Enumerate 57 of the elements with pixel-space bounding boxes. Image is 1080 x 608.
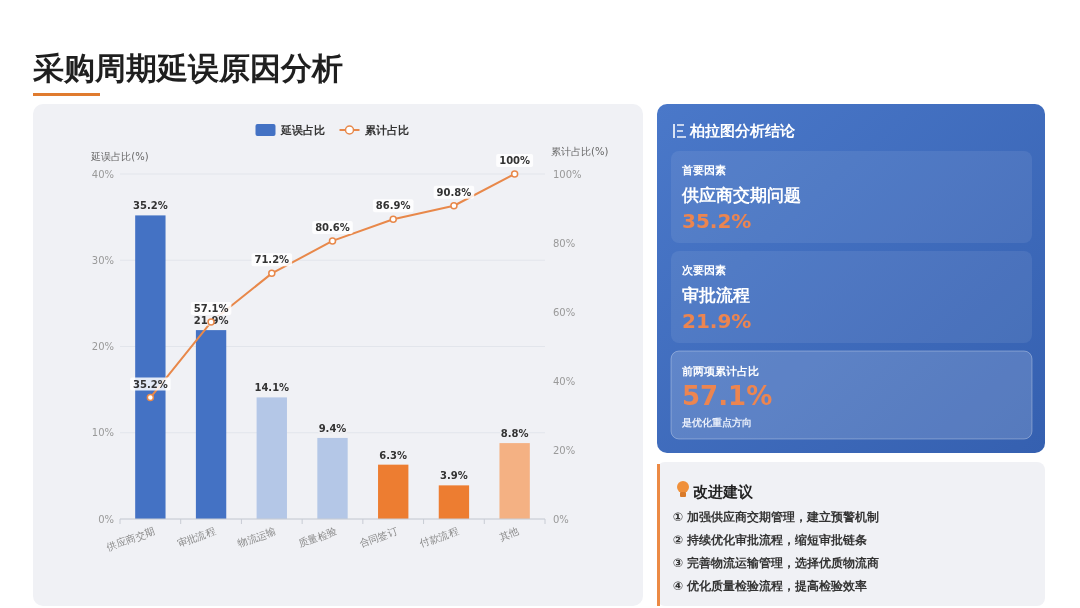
y-tick-label: 0% xyxy=(98,513,114,525)
y2-tick-label: 40% xyxy=(553,375,576,387)
bar xyxy=(195,330,227,519)
y2-axis-title: 累计占比(%) xyxy=(551,146,609,157)
x-tick-label: 供应商交期 xyxy=(105,525,157,553)
x-tick-label: 付款流程 xyxy=(418,525,460,550)
bar xyxy=(135,215,166,519)
text: 供应商交期问题 xyxy=(681,185,801,205)
y-axis-title: 延误占比(%) xyxy=(90,151,149,162)
y2-tick-label: 100% xyxy=(553,168,582,180)
point xyxy=(328,237,337,245)
text: 次要因素 xyxy=(682,264,726,277)
y-tick-label: 20% xyxy=(91,341,114,352)
y-tick-label: 30% xyxy=(91,254,114,266)
chart-title: 采购周期延误原因分析 xyxy=(32,50,343,86)
x-tick-label: 物流运输 xyxy=(236,525,278,550)
text: ② 持续优化审批流程，缩短审批链条 xyxy=(673,533,868,547)
y2-tick-label: 20% xyxy=(553,444,576,456)
text: 改进建议 xyxy=(693,483,754,501)
point xyxy=(389,215,397,223)
legend-label: 累计占比 xyxy=(363,123,409,137)
point xyxy=(146,393,155,402)
bar xyxy=(378,464,409,519)
y-tick-label: 40% xyxy=(91,168,114,180)
text: ④ 优化质量检验流程，提高检验效率 xyxy=(673,579,868,593)
text: 35.2% xyxy=(682,209,752,233)
data-label: 8.8% xyxy=(500,428,529,440)
data-label: 6.3% xyxy=(379,449,408,461)
text: 57.1% xyxy=(682,381,773,411)
y2-tick-label: 60% xyxy=(553,306,576,318)
bar xyxy=(499,443,530,519)
text: ③ 完善物流运输管理，选择优质物流商 xyxy=(673,556,880,570)
data-label: 35.2% xyxy=(133,200,168,212)
y2-tick-label: 80% xyxy=(553,237,576,249)
data-label: 14.1% xyxy=(254,382,290,394)
text: ① 加强供应商交期管理，建立预警机制 xyxy=(673,510,880,524)
x-tick-label: 审批流程 xyxy=(175,525,217,550)
text: 审批流程 xyxy=(682,285,750,305)
bar xyxy=(317,437,348,519)
y2-tick-label: 0% xyxy=(553,513,569,525)
data-label: 9.4% xyxy=(318,422,347,434)
text: 首要因素 xyxy=(681,164,726,177)
text: 柏拉图分析结论 xyxy=(689,122,796,140)
text: 21.9% xyxy=(682,309,752,333)
point xyxy=(450,201,458,210)
text: 前两项累计占比 xyxy=(681,365,759,378)
x-tick-label: 其他 xyxy=(497,525,521,543)
y-tick-label: 10% xyxy=(91,427,114,439)
point xyxy=(510,170,519,178)
bar xyxy=(438,485,470,519)
x-tick-label: 合同签订 xyxy=(357,525,399,550)
legend-label: 延误占比 xyxy=(279,123,325,137)
point xyxy=(268,269,276,278)
x-tick-label: 质量检验 xyxy=(296,525,339,550)
data-label: 3.9% xyxy=(440,470,468,482)
bar xyxy=(256,397,287,519)
text: 是优化重点方向 xyxy=(681,417,752,428)
